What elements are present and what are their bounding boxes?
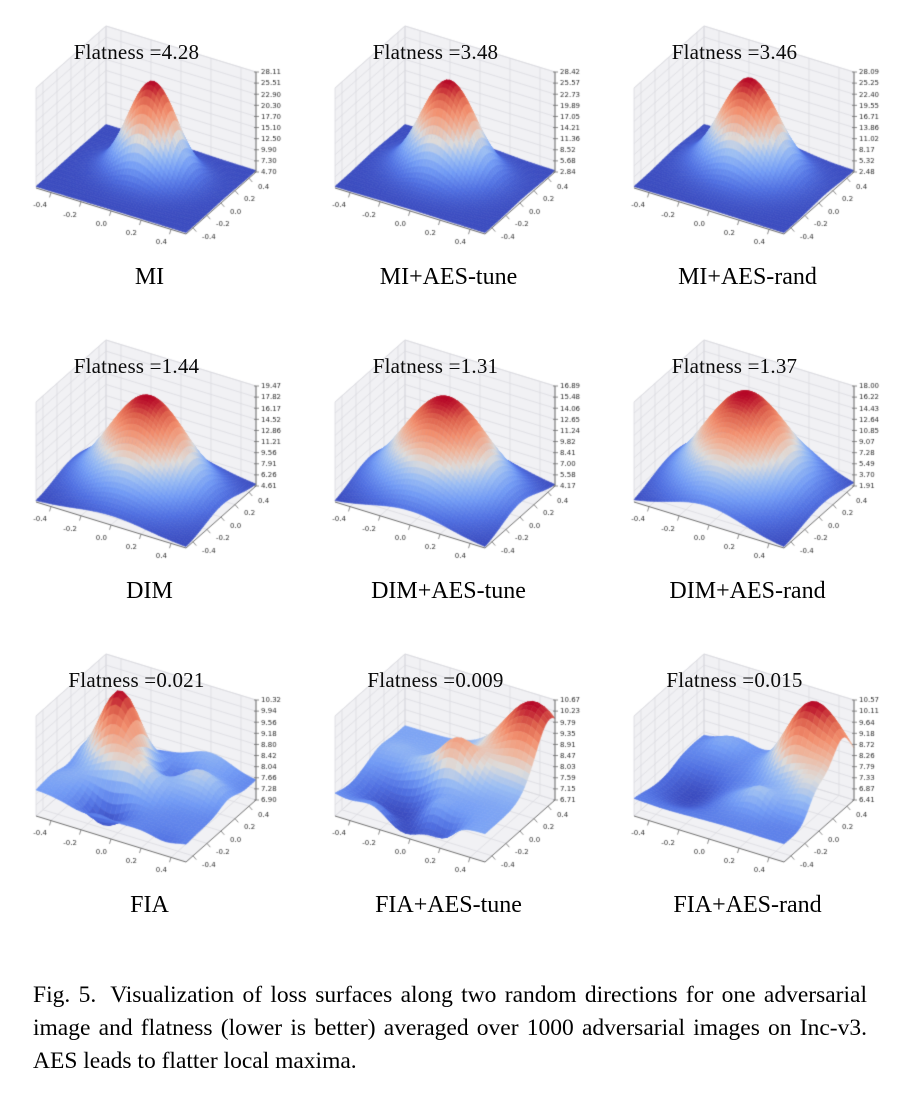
subplot-cell-fia-aes-rand: Flatness =0.015 FIA+AES-rand bbox=[598, 638, 897, 924]
caption-text: Visualization of loss surfaces along two… bbox=[33, 982, 867, 1074]
subplot-cell-fia: Flatness =0.021 FIA bbox=[0, 638, 299, 924]
surface-canvas-fia-aes-rand bbox=[598, 638, 897, 890]
plot-area-dim-aes-tune: Flatness =1.31 bbox=[299, 324, 598, 576]
plot-area-dim: Flatness =1.44 bbox=[0, 324, 299, 576]
caption-fig-label: Fig. 5. bbox=[33, 982, 97, 1008]
surface-canvas-fia bbox=[0, 638, 299, 890]
subplot-cell-dim: Flatness =1.44 DIM bbox=[0, 324, 299, 610]
plot-area-mi-aes-rand: Flatness =3.46 bbox=[598, 10, 897, 262]
subplot-title-dim-aes-tune: DIM+AES-tune bbox=[371, 578, 526, 604]
figure-5: Flatness =4.28 MI Flatness =3.48 MI+AES-… bbox=[0, 10, 897, 1078]
plot-area-fia-aes-rand: Flatness =0.015 bbox=[598, 638, 897, 890]
surface-canvas-mi-aes-rand bbox=[598, 10, 897, 262]
subplot-cell-dim-aes-tune: Flatness =1.31 DIM+AES-tune bbox=[299, 324, 598, 610]
plot-area-fia-aes-tune: Flatness =0.009 bbox=[299, 638, 598, 890]
subplot-title-mi-aes-tune: MI+AES-tune bbox=[379, 264, 518, 290]
subplot-cell-mi-aes-rand: Flatness =3.46 MI+AES-rand bbox=[598, 10, 897, 296]
subplot-title-dim-aes-rand: DIM+AES-rand bbox=[669, 578, 826, 604]
subplot-cell-dim-aes-rand: Flatness =1.37 DIM+AES-rand bbox=[598, 324, 897, 610]
plot-area-fia: Flatness =0.021 bbox=[0, 638, 299, 890]
subplot-title-fia: FIA bbox=[130, 892, 169, 918]
subplot-title-mi-aes-rand: MI+AES-rand bbox=[678, 264, 817, 290]
subplot-cell-mi: Flatness =4.28 MI bbox=[0, 10, 299, 296]
subplot-title-fia-aes-tune: FIA+AES-tune bbox=[375, 892, 522, 918]
plots-grid: Flatness =4.28 MI Flatness =3.48 MI+AES-… bbox=[0, 10, 897, 924]
subplot-cell-mi-aes-tune: Flatness =3.48 MI+AES-tune bbox=[299, 10, 598, 296]
subplot-title-mi: MI bbox=[134, 264, 165, 290]
subplot-title-fia-aes-rand: FIA+AES-rand bbox=[673, 892, 822, 918]
surface-canvas-mi bbox=[0, 10, 299, 262]
figure-caption: Fig. 5. Visualization of loss surfaces al… bbox=[33, 979, 867, 1078]
plot-area-mi-aes-tune: Flatness =3.48 bbox=[299, 10, 598, 262]
surface-canvas-dim-aes-rand bbox=[598, 324, 897, 576]
subplot-cell-fia-aes-tune: Flatness =0.009 FIA+AES-tune bbox=[299, 638, 598, 924]
surface-canvas-dim bbox=[0, 324, 299, 576]
plot-area-mi: Flatness =4.28 bbox=[0, 10, 299, 262]
subplot-title-dim: DIM bbox=[126, 578, 173, 604]
plot-area-dim-aes-rand: Flatness =1.37 bbox=[598, 324, 897, 576]
surface-canvas-dim-aes-tune bbox=[299, 324, 598, 576]
surface-canvas-mi-aes-tune bbox=[299, 10, 598, 262]
surface-canvas-fia-aes-tune bbox=[299, 638, 598, 890]
